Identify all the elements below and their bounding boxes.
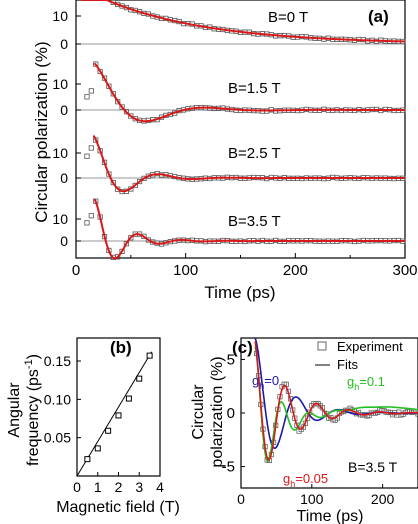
panel-a-point-3 xyxy=(128,235,134,241)
panel-b-xtick-label-2: 2 xyxy=(115,479,123,495)
panel-b-ylabel-close: ) xyxy=(25,354,42,359)
panel-b-ytick-label-1: 0.10 xyxy=(44,391,71,407)
panel-c-xlabel: Time (ps) xyxy=(297,508,364,524)
panel-a-fit-1 xyxy=(93,62,405,123)
panel-c-ytick-label-0: -5 xyxy=(222,459,235,476)
panel-c-label: (c) xyxy=(232,338,253,357)
series-label-gh0: gh=0 xyxy=(252,373,279,391)
panel-a-ytick-label-2-0: 0 xyxy=(60,170,68,186)
panel-c-annotation: B=3.5 T xyxy=(348,459,398,475)
panel-b-xtick-label-4: 4 xyxy=(156,479,164,495)
series-label-gh005-main: g xyxy=(283,471,290,486)
panel-b-ylabel-sup: -1 xyxy=(23,359,35,369)
panel-c-ytick-label-1: 0 xyxy=(227,405,235,422)
panel-c-ylabel-line1: Circular xyxy=(190,384,207,440)
panel-c-xtick-label-1: 100 xyxy=(300,491,324,507)
series-label-gh005: gh=0.05 xyxy=(283,471,328,489)
panel-c-xtick-label-0: 0 xyxy=(237,491,245,507)
subpanel-label-1: B=1.5 T xyxy=(228,80,281,97)
panel-a-ylabel: Circular polarization (%) xyxy=(32,41,51,222)
panel-b-ylabel: Angular frequency (ps-1) xyxy=(6,354,42,466)
legend-fits-label: Fits xyxy=(337,357,358,372)
series-label-gh01-value: =0.1 xyxy=(359,374,385,389)
panel-a-point-1 xyxy=(119,104,125,110)
subpanel-label-3: B=3.5 T xyxy=(228,213,281,230)
panel-a-xlabel: Time (ps) xyxy=(204,283,275,302)
series-label-gh01-sub: h xyxy=(354,382,359,392)
panel-b-ylabel-text: frequency (ps xyxy=(25,369,42,466)
panel-a-point-3 xyxy=(84,220,90,226)
panel-a-xtick-label-3: 300 xyxy=(392,262,417,279)
panel-b-ylabel-line2: frequency (ps-1) xyxy=(23,354,42,466)
panel-b-xtick-label-0: 0 xyxy=(73,479,81,495)
panel-b-xtick-label-3: 3 xyxy=(135,479,143,495)
panel-b-xlabel: Magnetic field (T) xyxy=(56,499,180,516)
panel-c-xtick-label-2: 200 xyxy=(371,491,395,507)
panel-c: 0 100 200-505 (c) Time (ps) Circular polari… xyxy=(190,337,418,524)
panel-b: 0 1 2 3 4 0.05 0.10 0.15 (b) Magnetic field (T)… xyxy=(6,337,180,516)
panel-a-point-1 xyxy=(88,88,94,94)
series-label-gh0-main: g xyxy=(252,373,259,388)
panel-c-curve-1 xyxy=(254,346,418,462)
panel-c-ytick-label-2: 5 xyxy=(227,351,235,368)
legend-experiment-marker xyxy=(317,341,327,351)
series-label-gh0-sub: h xyxy=(259,381,264,391)
panel-b-point-0 xyxy=(84,456,91,463)
panel-a-fit-2 xyxy=(92,134,405,193)
subpanel-label-2: B=2.5 T xyxy=(228,145,281,162)
panel-a-point-1 xyxy=(84,94,90,100)
panel-b-xtick-label-1: 1 xyxy=(94,479,102,495)
panel-a-xtick-label-0: 0 xyxy=(72,262,80,279)
panel-a-point-3 xyxy=(115,254,121,260)
panel-c-ylabel-line2: polarization (%) xyxy=(209,356,226,467)
series-label-gh005-sub: h xyxy=(290,479,295,489)
panel-a-point-1 xyxy=(123,109,130,115)
panel-a-ytick-label-2-1: 10 xyxy=(52,145,68,161)
panel-a-point-2 xyxy=(137,178,143,185)
subpanel-label-0: B=0 T xyxy=(268,9,308,26)
panel-a-point-2 xyxy=(88,145,94,151)
panel-b-point-1 xyxy=(94,445,101,452)
series-label-gh01-main: g xyxy=(347,374,354,389)
panel-a-point-1 xyxy=(128,113,134,119)
panel-a-fit-0 xyxy=(81,0,405,43)
panel-b-ytick-label-0: 0.05 xyxy=(44,430,71,446)
panel-b-plot: 0 1 2 3 4 0.05 0.10 0.15 xyxy=(44,337,164,495)
panel-a-point-2 xyxy=(84,153,90,159)
panel-a-point-3 xyxy=(88,213,94,219)
panel-b-point-3 xyxy=(115,412,122,419)
panel-b-ytick-label-2: 0.15 xyxy=(44,353,71,369)
panel-a-xtick-label-2: 200 xyxy=(283,262,308,279)
panel-a-ytick-label-1-1: 10 xyxy=(52,76,68,92)
panel-a-label: (a) xyxy=(368,7,389,26)
panel-b-point-6 xyxy=(146,352,153,359)
panel-c-ylabel: Circular polarization (%) xyxy=(190,356,226,467)
panel-b-point-4 xyxy=(125,395,132,402)
panel-a-ytick-label-3-0: 0 xyxy=(60,233,68,249)
panel-a-xtick-label-1: 100 xyxy=(173,262,198,279)
series-label-gh005-value: =0.05 xyxy=(295,471,328,486)
panel-b-label: (b) xyxy=(110,338,132,357)
panel-c-curve-0 xyxy=(254,337,418,450)
series-label-gh0-value: =0 xyxy=(264,373,279,388)
panel-c-curve-2 xyxy=(254,341,418,461)
panel-a-fit-3 xyxy=(93,198,405,260)
panel-a-point-2 xyxy=(132,182,138,189)
panel-a-ytick-label-0-1: 10 xyxy=(52,8,68,24)
panel-b-point-2 xyxy=(105,427,112,434)
panel-a-ytick-label-0-0: 0 xyxy=(60,36,68,52)
panel-b-point-5 xyxy=(136,375,143,382)
legend-experiment-label: Experiment xyxy=(337,339,403,354)
panel-a-ytick-label-1-0: 0 xyxy=(60,102,68,118)
series-label-gh01: gh=0.1 xyxy=(347,374,385,392)
panel-a-ytick-label-3-1: 10 xyxy=(52,211,68,227)
panel-c-plot: 0 100 200-505 xyxy=(222,337,418,507)
panel-b-fit-line xyxy=(76,351,153,477)
panel-b-ylabel-line1: Angular xyxy=(6,382,23,438)
